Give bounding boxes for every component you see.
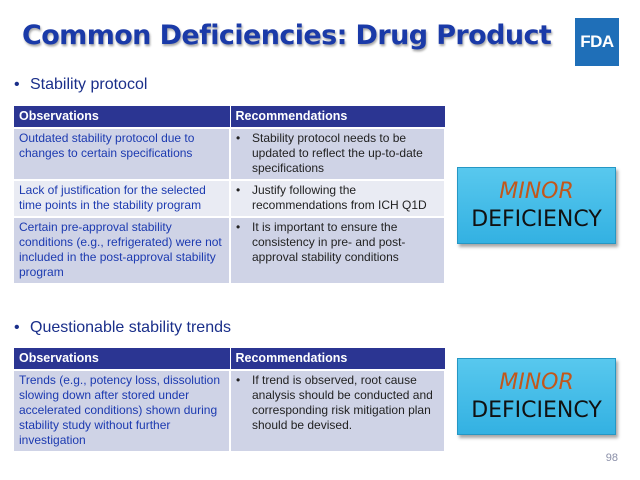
bullet-questionable-trends: • Questionable stability trends — [14, 319, 231, 337]
bullet-dot-icon: • — [236, 373, 241, 387]
fda-logo: FDA — [575, 18, 619, 66]
recommendation-text: Justify following the recommendations fr… — [252, 183, 427, 212]
observation-cell: Trends (e.g., potency loss, dissolution … — [14, 369, 231, 451]
table-row: Trends (e.g., potency loss, dissolution … — [14, 369, 446, 451]
badge-deficiency-text: DEFICIENCY — [471, 397, 602, 423]
bullet-dot-icon: • — [14, 76, 20, 93]
table-row: Certain pre-approval stability condition… — [14, 216, 446, 283]
table-header-row: Observations Recommendations — [14, 348, 446, 370]
slide-title: Common Deficiencies: Drug Product — [22, 20, 552, 51]
table-header-row: Observations Recommendations — [14, 106, 446, 128]
table-row: Outdated stability protocol due to chang… — [14, 127, 446, 180]
recommendation-cell: • It is important to ensure the consisten… — [230, 216, 446, 283]
stability-protocol-table: Observations Recommendations Outdated st… — [14, 106, 446, 283]
badge-deficiency-text: DEFICIENCY — [471, 206, 602, 232]
recommendation-cell: • Justify following the recommendations f… — [230, 179, 446, 217]
observation-cell: Outdated stability protocol due to chang… — [14, 127, 231, 180]
recommendation-text: If trend is observed, root cause analysi… — [252, 373, 433, 432]
bullet-dot-icon: • — [236, 131, 241, 145]
minor-deficiency-badge: MINOR DEFICIENCY — [457, 358, 616, 435]
header-recommendations: Recommendations — [230, 348, 446, 370]
bullet-text: Questionable stability trends — [30, 319, 231, 336]
stability-trends-table: Observations Recommendations Trends (e.g… — [14, 348, 446, 451]
observation-cell: Lack of justification for the selected t… — [14, 179, 231, 217]
observation-cell: Certain pre-approval stability condition… — [14, 216, 231, 283]
header-observations: Observations — [14, 106, 231, 128]
badge-minor-text: MINOR — [499, 178, 574, 204]
bullet-text: Stability protocol — [30, 76, 148, 93]
recommendation-text: Stability protocol needs to be updated t… — [252, 131, 423, 175]
recommendation-text: It is important to ensure the consistenc… — [252, 220, 406, 264]
header-recommendations: Recommendations — [230, 106, 446, 128]
bullet-dot-icon: • — [236, 220, 241, 234]
recommendation-cell: • If trend is observed, root cause analys… — [230, 369, 446, 451]
bullet-dot-icon: • — [236, 183, 241, 197]
bullet-stability-protocol: • Stability protocol — [14, 76, 147, 94]
bullet-dot-icon: • — [14, 319, 20, 336]
recommendation-cell: • Stability protocol needs to be updated … — [230, 127, 446, 180]
minor-deficiency-badge: MINOR DEFICIENCY — [457, 167, 616, 244]
table-row: Lack of justification for the selected t… — [14, 179, 446, 217]
page-number: 98 — [605, 452, 618, 464]
badge-minor-text: MINOR — [499, 369, 574, 395]
header-observations: Observations — [14, 348, 231, 370]
